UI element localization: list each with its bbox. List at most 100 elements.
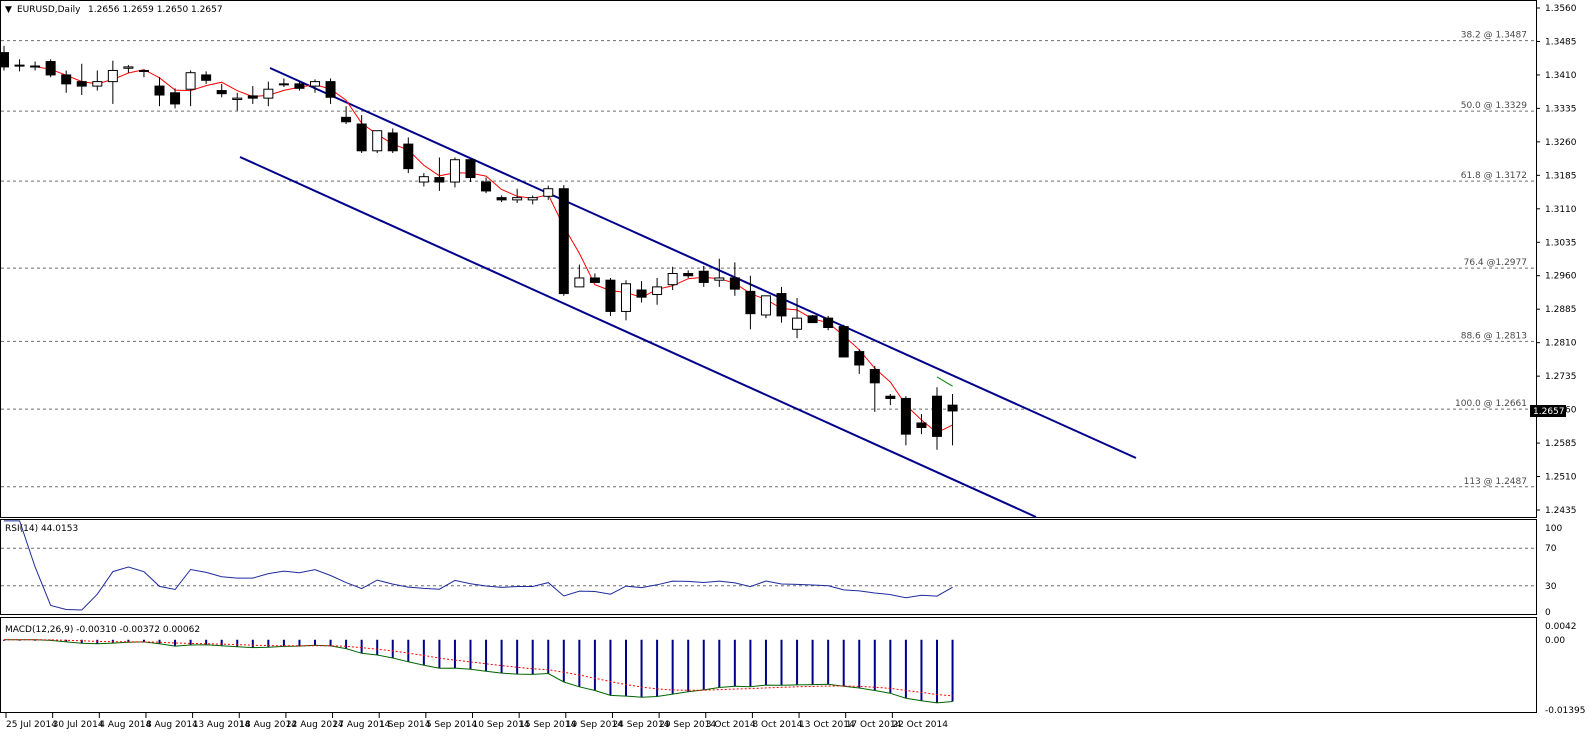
date-tick-label: 15 Sep 2014 bbox=[519, 720, 576, 730]
candle-bear bbox=[589, 277, 600, 283]
price-tick-label: 1.2435 bbox=[1545, 506, 1577, 516]
candle-bear bbox=[356, 123, 367, 152]
rsi-tick-label: 100 bbox=[1545, 524, 1562, 534]
candle-bear bbox=[823, 317, 834, 328]
candle-bear bbox=[201, 74, 212, 81]
price-tick-label: 1.3335 bbox=[1545, 104, 1577, 114]
price-tick-label: 1.2960 bbox=[1545, 272, 1577, 282]
candle-bear bbox=[745, 290, 756, 315]
date-tick-label: 4 Aug 2014 bbox=[99, 720, 151, 730]
macd-histogram-bar bbox=[220, 639, 223, 646]
date-tick-label: 13 Aug 2014 bbox=[193, 720, 251, 730]
price-panel[interactable] bbox=[0, 0, 1537, 518]
candle-bull bbox=[574, 277, 585, 288]
candle-bear bbox=[138, 69, 149, 72]
macd-histogram-bar bbox=[764, 639, 767, 686]
date-tick-label: 17 Oct 2014 bbox=[846, 720, 902, 730]
date-tick-label: 25 Jul 2014 bbox=[6, 720, 57, 730]
macd-histogram-bar bbox=[702, 639, 705, 690]
macd-histogram-bar bbox=[469, 639, 472, 670]
macd-panel[interactable] bbox=[0, 617, 1537, 713]
date-tick-label: 19 Sep 2014 bbox=[566, 720, 623, 730]
candle-bull bbox=[232, 97, 243, 100]
candle-bear bbox=[776, 293, 787, 317]
fib-level-label: 38.2 @ 1.3487 bbox=[1461, 31, 1527, 41]
macd-histogram-bar bbox=[174, 639, 177, 647]
candle-bull bbox=[543, 188, 554, 197]
macd-histogram-bar bbox=[3, 639, 5, 641]
date-tick-label: 5 Sep 2014 bbox=[426, 720, 478, 730]
macd-histogram-bar bbox=[904, 639, 907, 699]
price-tick-label: 1.2510 bbox=[1545, 473, 1577, 483]
price-tick-label: 1.3410 bbox=[1545, 71, 1577, 81]
date-tick-label: 22 Oct 2014 bbox=[892, 720, 948, 730]
macd-histogram-bar bbox=[656, 639, 659, 697]
ohlc-readout: 1.2656 1.2659 1.2650 1.2657 bbox=[88, 5, 223, 15]
current-price-tag bbox=[1530, 405, 1566, 417]
candle-bear bbox=[496, 197, 507, 201]
macd-histogram-bar bbox=[80, 639, 83, 644]
date-tick-label: 18 Aug 2014 bbox=[239, 720, 297, 730]
macd-histogram-bar bbox=[205, 639, 208, 645]
macd-histogram-bar bbox=[158, 639, 161, 644]
macd-histogram-bar bbox=[127, 639, 130, 643]
candle-bear bbox=[838, 326, 849, 358]
fib-level-label: 113 @ 1.2487 bbox=[1464, 477, 1527, 487]
macd-histogram-bar bbox=[625, 639, 627, 697]
macd-histogram-bar bbox=[609, 639, 612, 696]
candle-bear bbox=[170, 92, 181, 105]
macd-histogram-bar bbox=[65, 639, 68, 642]
candle-bear bbox=[216, 90, 227, 95]
macd-histogram-bar bbox=[749, 639, 752, 687]
candle-bull bbox=[714, 277, 725, 281]
date-tick-label: 1 Sep 2014 bbox=[379, 720, 431, 730]
symbol-timeframe: EURUSD,Daily bbox=[17, 5, 81, 15]
candle-bull bbox=[527, 197, 538, 201]
fib-level-label: 50.0 @ 1.3329 bbox=[1461, 101, 1528, 111]
macd-histogram-bar bbox=[873, 639, 876, 691]
macd-histogram-bar bbox=[796, 639, 799, 685]
macd-histogram-bar bbox=[516, 639, 519, 675]
candle-bear bbox=[605, 279, 616, 312]
rsi-panel[interactable] bbox=[0, 519, 1537, 615]
macd-histogram-bar bbox=[920, 639, 923, 701]
macd-histogram-bar bbox=[267, 639, 270, 648]
candle-bull bbox=[760, 295, 771, 316]
candle-bear bbox=[45, 61, 56, 76]
channel-upper-line bbox=[269, 67, 1137, 459]
chart-header-arrow[interactable]: ▼ bbox=[5, 5, 12, 15]
macd-histogram-bar bbox=[733, 639, 736, 687]
macd-histogram-bar bbox=[718, 639, 721, 688]
macd-histogram-bar bbox=[671, 639, 674, 695]
macd-histogram-bar bbox=[951, 639, 954, 702]
macd-histogram-bar bbox=[547, 639, 550, 674]
fib-level-label: 100.0 @ 1.2661 bbox=[1455, 399, 1527, 409]
candle-bear bbox=[154, 85, 165, 96]
macd-histogram-bar bbox=[422, 639, 425, 666]
macd-histogram-bar bbox=[391, 639, 394, 658]
macd-histogram-bar bbox=[500, 639, 503, 674]
candle-bear bbox=[636, 289, 647, 298]
macd-histogram-bar bbox=[811, 639, 814, 685]
candle-bear bbox=[481, 181, 492, 192]
date-tick-label: 10 Sep 2014 bbox=[473, 720, 530, 730]
candle-bear bbox=[729, 277, 740, 290]
candle-bull bbox=[418, 176, 429, 183]
candle-bull bbox=[310, 81, 320, 87]
macd-tick-label: 0.0042 bbox=[1545, 622, 1577, 632]
candle-bear bbox=[558, 188, 569, 295]
candle-bear bbox=[854, 351, 865, 366]
candle-bear bbox=[14, 64, 25, 67]
date-tick-label: 22 Aug 2014 bbox=[286, 720, 344, 730]
candle-bear bbox=[683, 273, 694, 277]
macd-histogram-bar bbox=[360, 639, 363, 654]
candle-bull bbox=[92, 81, 103, 87]
candle-bull bbox=[372, 130, 383, 152]
ma-fast-line bbox=[35, 66, 953, 434]
rsi-title: RSI(14) 44.0153 bbox=[5, 524, 78, 534]
macd-histogram-bar bbox=[936, 639, 938, 703]
candle-bear bbox=[916, 422, 927, 428]
candle-bull bbox=[621, 283, 631, 312]
candle-bull bbox=[792, 317, 803, 330]
